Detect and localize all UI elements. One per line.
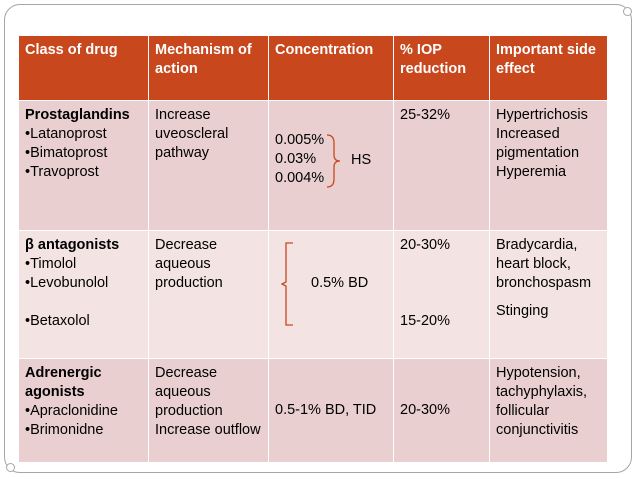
cell: Decrease aqueous production xyxy=(148,230,269,359)
row: Prostaglandins •Latanoprost •Bimatoprost… xyxy=(18,100,608,231)
corner-dot xyxy=(6,463,15,472)
text: 0.03% xyxy=(275,151,317,167)
header-cell: % IOP reduction xyxy=(393,35,490,101)
text: 0.5-1% BD, TID xyxy=(275,402,377,418)
text: Stinging xyxy=(496,303,549,319)
text: Decrease aqueous production xyxy=(155,237,223,291)
header-cell: Concentration xyxy=(268,35,394,101)
text: 20-30% xyxy=(400,402,450,418)
cell: Adrenergic agonists •Apraclonidine •Brim… xyxy=(18,358,149,463)
class-name: Adrenergic agonists xyxy=(25,365,102,400)
text: HS xyxy=(351,152,372,168)
header-cell: Class of drug xyxy=(18,35,149,101)
header-cell: Important side effect xyxy=(489,35,608,101)
header-cell: Mechanism of action xyxy=(148,35,269,101)
cell: Hypertrichosis Increased pigmentation Hy… xyxy=(489,100,608,231)
cell: β antagonists •Timolol •Levobunolol •Bet… xyxy=(18,230,149,359)
text: Bradycardia, heart block, bronchospasm xyxy=(496,237,592,291)
drug: •Timolol xyxy=(25,256,77,272)
drug-table: Class of drug Mechanism of action Concen… xyxy=(18,35,608,463)
text: Increase uveoscleral pathway xyxy=(155,107,229,161)
class-name: Prostaglandins xyxy=(25,107,130,123)
text: 25-32% xyxy=(400,107,450,123)
cell: Increase uveoscleral pathway xyxy=(148,100,269,231)
cell: Prostaglandins •Latanoprost •Bimatoprost… xyxy=(18,100,149,231)
cell: 20-30% 15-20% xyxy=(393,230,490,359)
text: Hypertrichosis xyxy=(496,107,588,123)
drug: •Brimonidne xyxy=(25,422,104,438)
text: Hyperemia xyxy=(496,164,567,180)
corner-dot xyxy=(623,7,632,16)
row: β antagonists •Timolol •Levobunolol •Bet… xyxy=(18,230,608,359)
cell: 20-30% xyxy=(393,358,490,463)
cell: Hypotension, tachyphylaxis, follicular c… xyxy=(489,358,608,463)
drug: •Levobunolol xyxy=(25,275,109,291)
drug: •Travoprost xyxy=(25,164,99,180)
text: Increase outflow xyxy=(155,422,261,438)
header-row: Class of drug Mechanism of action Concen… xyxy=(18,35,608,101)
cell: 25-32% xyxy=(393,100,490,231)
drug: •Bimatoprost xyxy=(25,145,108,161)
cell: Bradycardia, heart block, bronchospasm S… xyxy=(489,230,608,359)
text: Decrease aqueous production xyxy=(155,365,223,419)
drug: •Latanoprost xyxy=(25,126,107,142)
text: 20-30% xyxy=(400,237,450,253)
class-name: β antagonists xyxy=(25,237,120,253)
text: 0.004% xyxy=(275,170,325,186)
text: 15-20% xyxy=(400,313,450,329)
cell: 0.5-1% BD, TID xyxy=(268,358,394,463)
drug: •Betaxolol xyxy=(25,313,90,329)
brace xyxy=(326,134,341,188)
drug: •Apraclonidine xyxy=(25,403,118,419)
cell: 0.5% BD xyxy=(268,230,394,359)
text: Increased pigmentation xyxy=(496,126,580,161)
text: 0.005% xyxy=(275,132,325,148)
brace xyxy=(281,242,293,326)
cell: Decrease aqueous production Increase out… xyxy=(148,358,269,463)
row: Adrenergic agonists •Apraclonidine •Brim… xyxy=(18,358,608,463)
text: Hypotension, tachyphylaxis, follicular c… xyxy=(496,365,588,438)
cell: 0.005% 0.03% 0.004% HS xyxy=(268,100,394,231)
slide-frame xyxy=(4,4,632,473)
text: 0.5% BD xyxy=(311,275,369,291)
